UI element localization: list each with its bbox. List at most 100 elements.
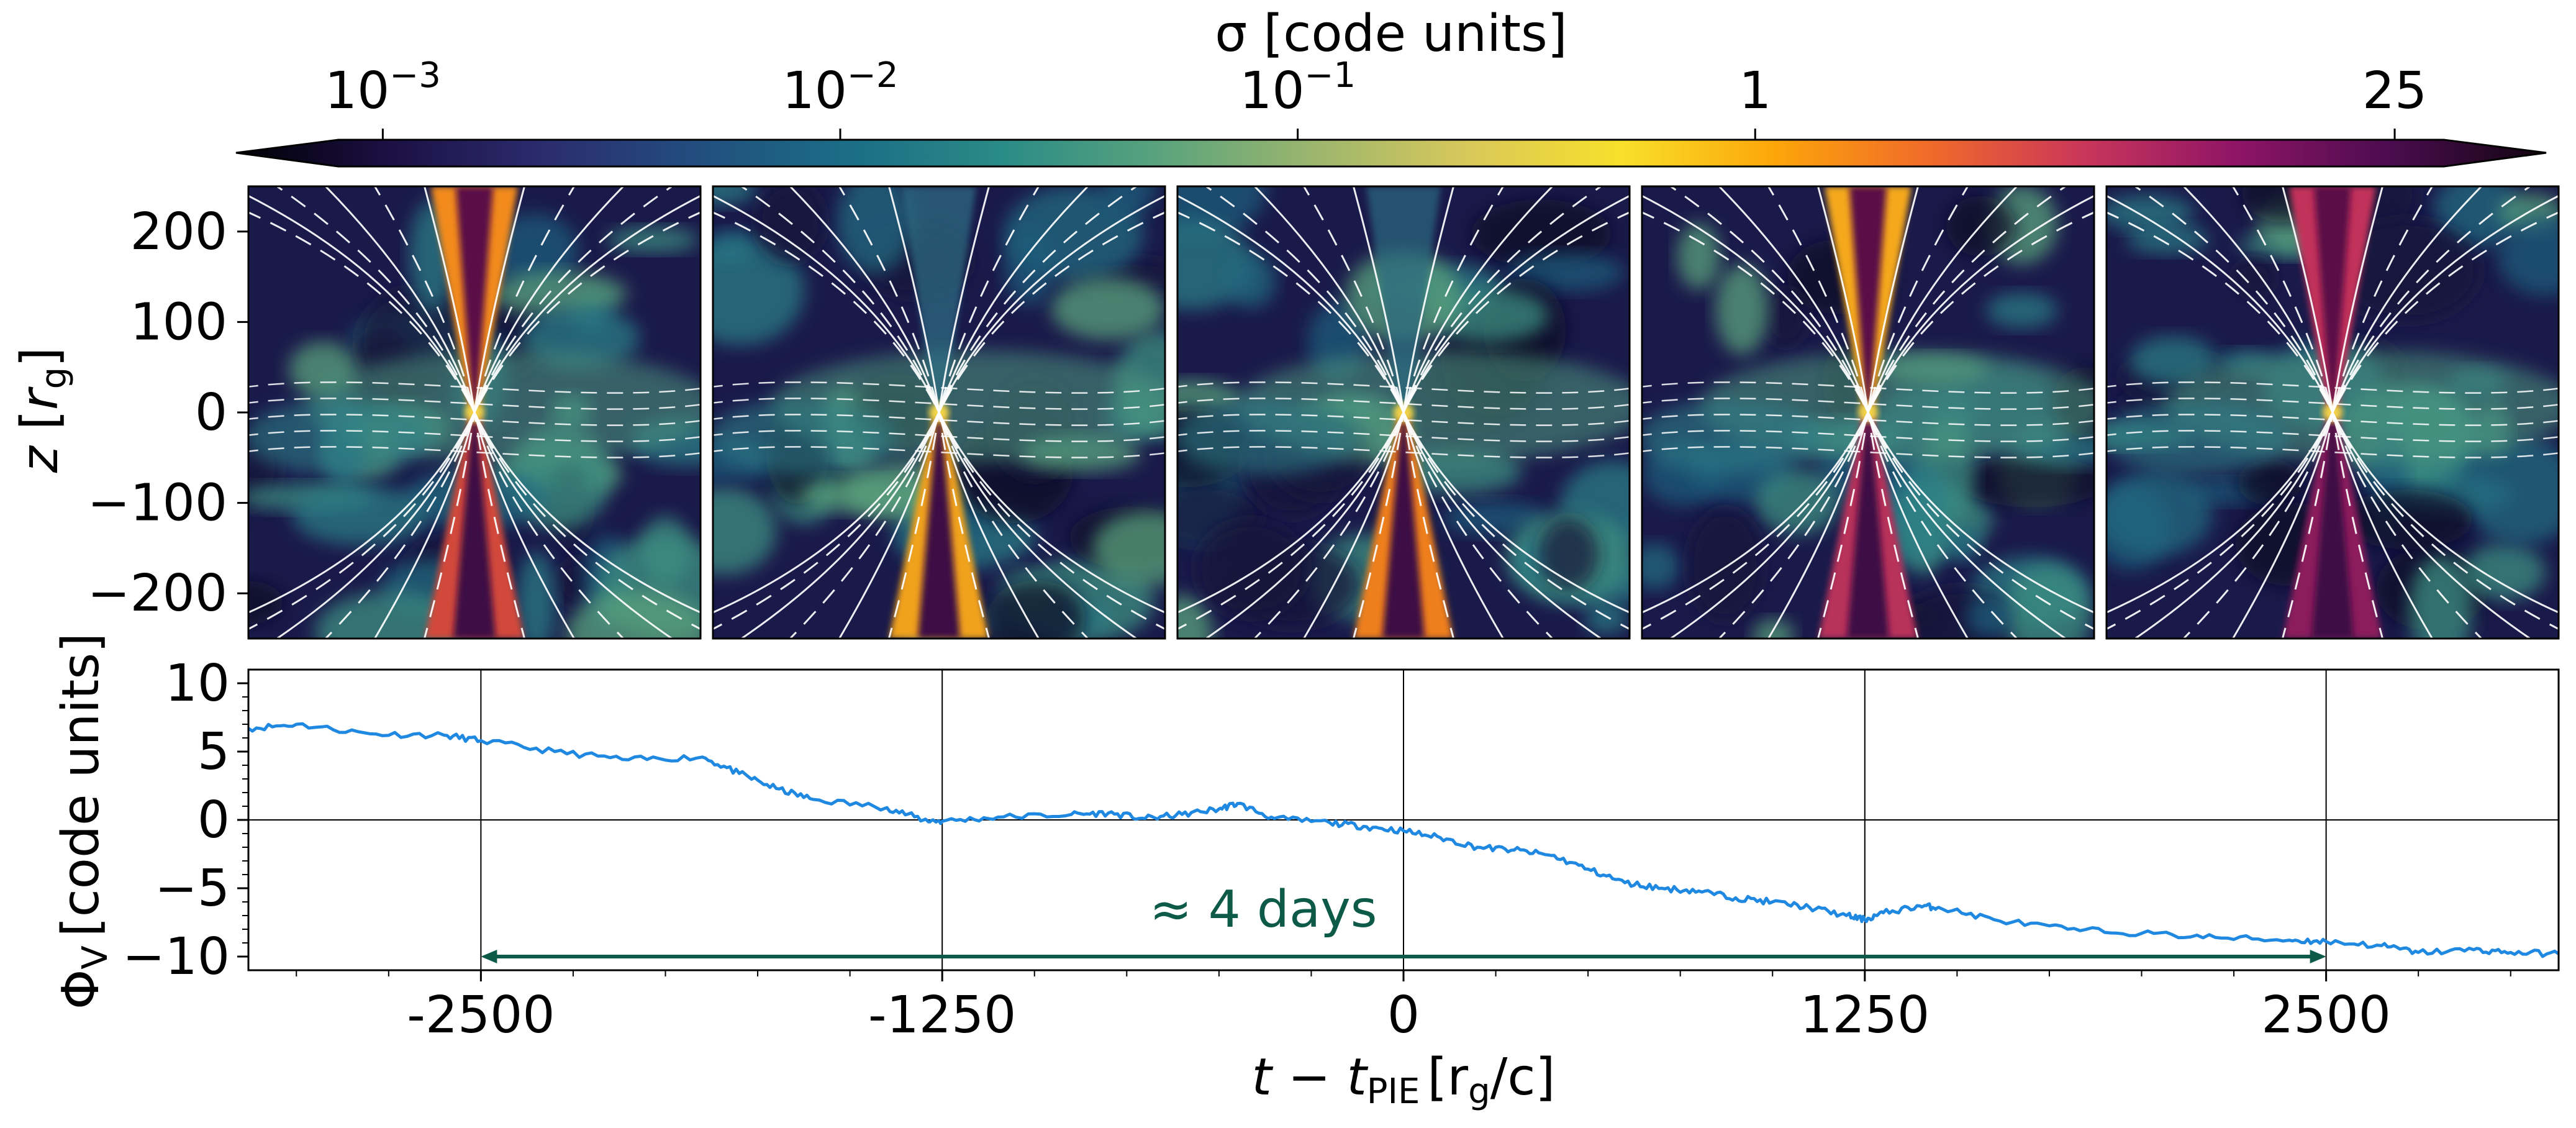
field-line [938, 412, 1165, 614]
field-line [1642, 381, 2094, 394]
line-chart-y-label-unit: [code units] [52, 633, 111, 937]
line-chart-grid [248, 670, 2559, 970]
field-line [248, 414, 701, 426]
field-line [2133, 412, 2334, 639]
y-tick-label: −10 [122, 927, 230, 986]
field-line [2331, 186, 2434, 413]
field-line [1253, 186, 1405, 413]
turbulence-blob [987, 580, 1086, 639]
field-line [2107, 412, 2334, 614]
field-line [373, 412, 476, 639]
panel-frame [1176, 185, 1631, 640]
duration-arrow-head-right [2310, 950, 2326, 963]
colorbar-tick-exp: −1 [1305, 55, 1356, 96]
field-line [1642, 446, 2094, 458]
turbulence-blob [1687, 509, 1763, 621]
field-line [1402, 412, 1505, 639]
panel-frame [2105, 185, 2560, 640]
field-line [740, 412, 940, 639]
field-line [1867, 412, 2094, 614]
panel-frame [712, 185, 1166, 640]
field-line [423, 186, 476, 413]
field-line [1177, 211, 1405, 413]
field-line [248, 194, 476, 413]
field-line [1867, 194, 2094, 413]
colorbar-tick-base: 10 [325, 61, 389, 121]
jet-south-core [1382, 412, 1425, 639]
line-chart-x-label-unit-close: /c] [1490, 1048, 1556, 1107]
field-line [2107, 211, 2334, 413]
field-line [2331, 412, 2559, 614]
field-line [1177, 414, 1630, 426]
field-line [1402, 412, 1603, 639]
turbulence-blob [1966, 597, 2012, 638]
colorbar-tick-label: 10−3 [325, 55, 441, 121]
field-line [1402, 412, 1554, 639]
field-line [1767, 186, 1869, 413]
turbulence-blob [1051, 277, 1165, 340]
field-line [1253, 412, 1405, 639]
field-line [713, 412, 940, 614]
line-chart-y-label-main: Φ [52, 970, 111, 1010]
field-line [713, 211, 940, 413]
line-chart-x-label-unit-sub: g [1468, 1071, 1490, 1112]
turbulence-blob [2334, 219, 2480, 322]
disk-region [1642, 400, 1825, 475]
turbulence-blob [1584, 602, 1628, 634]
field-line [1642, 430, 2094, 442]
y-tick-label: 5 [197, 722, 230, 781]
field-line [248, 412, 476, 630]
field-line [713, 398, 1165, 410]
field-line [1642, 414, 2094, 426]
field-line [2281, 186, 2334, 413]
turbulence-blob [2238, 459, 2303, 506]
jet-north-core [456, 186, 493, 412]
snapshot-panel [2107, 186, 2559, 639]
turbulence-blob [1959, 455, 2094, 507]
turbulence-blob [2107, 471, 2213, 556]
snapshot-panel [1642, 186, 2094, 639]
field-line [2331, 412, 2532, 639]
line-chart-y-label-sub: V [75, 945, 116, 969]
colorbar-label: σ [code units] [1215, 4, 1567, 63]
line-chart-x-axis: -2500 -1250 0 1250 2500 [296, 970, 2511, 1045]
field-line [1867, 412, 1969, 639]
disk-region [713, 400, 896, 475]
jet-north-core [1849, 186, 1887, 412]
turbulence-blob [2498, 216, 2559, 296]
line-chart-x-label: t − tPIE [rg/c] [1252, 1048, 1556, 1112]
snapshot-y-label-var: r [11, 386, 70, 410]
field-line [1177, 194, 1405, 413]
field-line [838, 186, 940, 413]
line-chart-y-axis: 10 5 0 −5 −10 [122, 654, 248, 986]
field-line [248, 398, 701, 410]
field-line [1177, 398, 1630, 410]
field-line [473, 186, 576, 413]
field-line [2107, 412, 2334, 630]
turbulence-blob [1755, 468, 1840, 534]
field-line [2231, 186, 2334, 413]
field-line [713, 381, 1165, 394]
field-line [1402, 194, 1630, 413]
field-line [2107, 430, 2559, 442]
turbulence-blob [315, 592, 464, 639]
field-line [887, 186, 940, 413]
colorbar-tick-base: 10 [1240, 61, 1304, 121]
jet-north [1366, 186, 1441, 412]
turbulence-blob [713, 487, 777, 575]
x-tick-label: 0 [1387, 986, 1420, 1045]
y-tick-label: 0 [197, 791, 230, 850]
field-line [1177, 381, 1630, 394]
field-line [2331, 194, 2559, 413]
field-line [248, 211, 476, 413]
field-line [2107, 446, 2559, 458]
field-line [2331, 412, 2559, 630]
field-line [2331, 186, 2483, 413]
field-line [1402, 412, 1630, 630]
turbulence-blob [1642, 544, 1680, 589]
turbulence-blob [1677, 223, 1721, 290]
field-line [1402, 186, 1505, 413]
field-line [1177, 412, 1405, 614]
turbulence-blob [1762, 289, 1808, 346]
